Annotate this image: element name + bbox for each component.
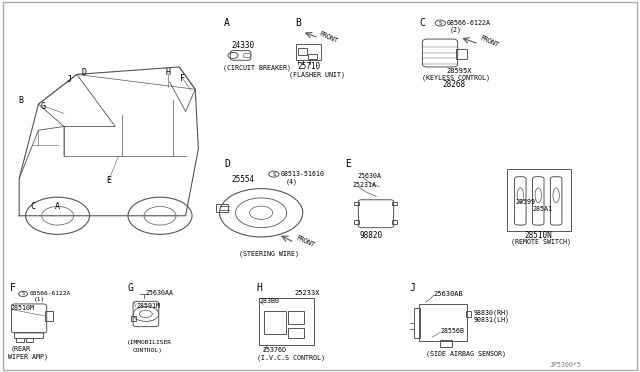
Text: WIPER AMP): WIPER AMP) [8, 353, 47, 360]
Text: 25630A: 25630A [357, 173, 381, 179]
Text: S: S [22, 291, 24, 296]
Text: 25710: 25710 [297, 62, 320, 71]
Text: B: B [296, 18, 301, 28]
Text: 25554: 25554 [232, 175, 255, 184]
Text: 90831(LH): 90831(LH) [474, 317, 509, 323]
Text: (FLASHER UNIT): (FLASHER UNIT) [289, 71, 346, 78]
Text: A: A [55, 202, 60, 211]
Text: (CIRCUIT BREAKER): (CIRCUIT BREAKER) [223, 64, 291, 71]
Text: S: S [272, 171, 276, 177]
Text: F: F [180, 74, 185, 83]
Text: 28510N: 28510N [525, 231, 552, 240]
Text: 08566-6122A: 08566-6122A [29, 291, 70, 296]
Text: FRONT: FRONT [479, 35, 499, 49]
Text: (IMMOBILISER: (IMMOBILISER [127, 340, 172, 346]
Text: E: E [106, 176, 111, 185]
Text: E: E [346, 160, 351, 169]
Text: G: G [128, 283, 134, 293]
Text: D: D [82, 68, 87, 77]
Text: 28556B: 28556B [440, 328, 464, 334]
Text: (I.V.C.S CONTROL): (I.V.C.S CONTROL) [257, 355, 325, 361]
Text: (1): (1) [33, 296, 45, 302]
Text: B: B [18, 96, 23, 105]
Text: FRONT: FRONT [317, 30, 338, 44]
Text: 08566-6122A: 08566-6122A [447, 20, 491, 26]
Text: 28268: 28268 [443, 80, 466, 89]
Text: 24330: 24330 [232, 41, 255, 50]
Text: 25233X: 25233X [294, 290, 320, 296]
Text: 08513-51610: 08513-51610 [280, 171, 324, 177]
Text: 28599: 28599 [516, 199, 536, 205]
Text: 25630AA: 25630AA [146, 290, 174, 296]
Text: J: J [410, 283, 415, 293]
Text: A: A [224, 18, 230, 28]
Text: F: F [10, 283, 16, 293]
Text: 98830(RH): 98830(RH) [474, 310, 509, 317]
Text: (SIDE AIRBAG SENSOR): (SIDE AIRBAG SENSOR) [426, 351, 506, 357]
Text: 283B0: 283B0 [259, 298, 279, 304]
Text: 25231A: 25231A [352, 182, 376, 188]
Text: 25376D: 25376D [262, 347, 287, 353]
Text: D: D [224, 160, 230, 169]
Text: (2): (2) [449, 26, 461, 33]
Text: 28510M: 28510M [10, 305, 35, 311]
Text: (REAR: (REAR [10, 346, 30, 352]
Text: C: C [31, 202, 36, 211]
Text: 285A1: 285A1 [532, 206, 552, 212]
Text: J: J [67, 76, 72, 84]
Text: 98820: 98820 [360, 231, 383, 240]
Text: 28591M: 28591M [137, 303, 161, 309]
Text: G: G [41, 102, 46, 110]
Text: S: S [438, 20, 442, 26]
Text: CONTROL): CONTROL) [133, 348, 163, 353]
Text: (4): (4) [285, 178, 298, 185]
Text: (KEYLESS CONTROL): (KEYLESS CONTROL) [422, 75, 490, 81]
Text: C: C [419, 18, 425, 28]
Text: (STEERING WIRE): (STEERING WIRE) [239, 250, 300, 257]
Text: 25630AB: 25630AB [434, 291, 463, 297]
Text: JP5300*5: JP5300*5 [549, 362, 581, 368]
Text: H: H [165, 68, 170, 77]
Text: 28595X: 28595X [447, 68, 472, 74]
Text: H: H [256, 283, 262, 293]
Text: (REMOTE SWITCH): (REMOTE SWITCH) [511, 238, 571, 245]
Text: FRONT: FRONT [294, 234, 315, 248]
